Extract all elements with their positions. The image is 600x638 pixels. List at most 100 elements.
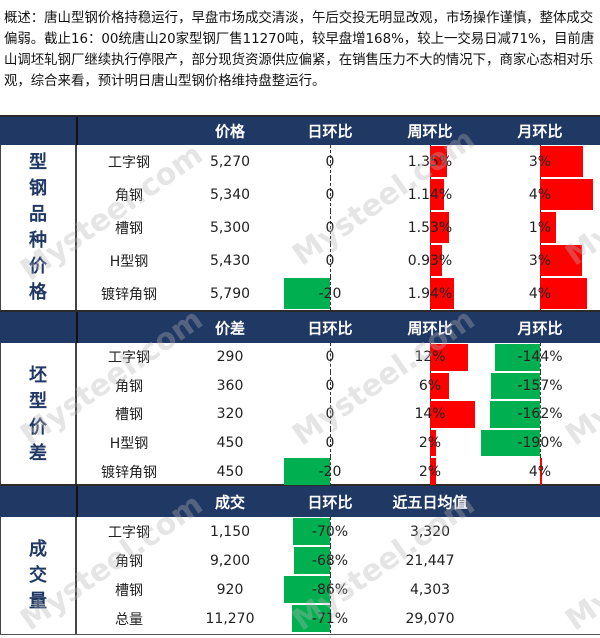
cell-name: H型钢 bbox=[109, 436, 149, 453]
table-row: 工字钢 1,150 -70% 3,320 bbox=[77, 517, 600, 546]
cell-m: 3% bbox=[528, 252, 552, 269]
section-header: 成交 日环比 近五日均值 bbox=[0, 484, 600, 517]
cell-m: -162% bbox=[517, 406, 563, 423]
weekly-change-bar bbox=[430, 146, 447, 177]
table-section: 坯型价差 工字钢 290 0 12% -144% 角钢 360 0 6% -157% 槽钢 320 0 14… bbox=[0, 343, 600, 488]
cell-value: 5,270 bbox=[209, 153, 251, 170]
monthly-change-bar bbox=[495, 344, 540, 371]
cell-m: 1% bbox=[528, 219, 552, 236]
monthly-change-bar bbox=[540, 146, 584, 177]
table-row: 工字钢 290 0 12% -144% bbox=[77, 343, 600, 372]
monthly-change-bar bbox=[540, 179, 593, 210]
cell-m: 4% bbox=[528, 186, 552, 203]
cell-d1: -68% bbox=[311, 552, 349, 569]
cell-w: 12% bbox=[414, 349, 446, 366]
table-section: 成交量 工字钢 1,150 -70% 3,320 角钢 9,200 -68% 21,447 槽钢 9… bbox=[0, 517, 600, 635]
cell-name: 工字钢 bbox=[108, 350, 150, 367]
cell-w: 1.14% bbox=[407, 186, 453, 203]
cell-d1: 0 bbox=[325, 186, 335, 203]
column-header: 价差 bbox=[214, 319, 246, 337]
weekly-change-bar bbox=[430, 212, 450, 243]
cell-value: 920 bbox=[216, 581, 244, 598]
daily-change-axis bbox=[330, 517, 331, 546]
table-row: 工字钢 5,270 0 1.35% 3% bbox=[77, 145, 600, 178]
daily-change-axis bbox=[330, 178, 331, 211]
weekly-change-bar bbox=[430, 401, 475, 428]
summary-text: 概述：唐山型钢价格持稳运行，早盘市场成交清淡，午后交投无明显改观，市场操作谨慎，… bbox=[4, 11, 595, 89]
cell-w: 1.94% bbox=[407, 285, 453, 302]
weekly-change-bar bbox=[430, 344, 469, 371]
cell-name: 总量 bbox=[115, 611, 143, 628]
cell-d1: -20 bbox=[318, 285, 342, 302]
monthly-change-axis bbox=[540, 371, 541, 401]
cell-w: 0.93% bbox=[407, 252, 453, 269]
section-header: 价格 日环比 周环比 月环比 bbox=[0, 115, 600, 145]
daily-change-bar bbox=[292, 518, 330, 545]
column-header: 成交 bbox=[214, 493, 246, 511]
cell-m: 4% bbox=[528, 285, 552, 302]
cell-m: 3% bbox=[528, 153, 552, 170]
cell-d1: 0 bbox=[325, 406, 335, 423]
cell-name: 槽钢 bbox=[115, 220, 143, 237]
monthly-change-bar bbox=[540, 458, 542, 485]
table-row: 槽钢 920 -86% 4,303 bbox=[77, 575, 600, 604]
cell-name: 镀锌角钢 bbox=[101, 286, 157, 303]
cell-d1: 0 bbox=[325, 252, 335, 269]
header-divider bbox=[76, 486, 78, 517]
cell-w: 6% bbox=[418, 377, 442, 394]
column-header: 价格 bbox=[214, 122, 246, 141]
section-side-label: 型钢品种价格 bbox=[0, 145, 77, 311]
weekly-change-bar bbox=[430, 179, 445, 210]
weekly-change-bar bbox=[430, 429, 437, 457]
cell-d1: 0 bbox=[325, 219, 335, 236]
section-side-label: 成交量 bbox=[0, 517, 77, 634]
table-row: 镀锌角钢 450 -20 2% 4% bbox=[77, 457, 600, 486]
cell-avg: 3,320 bbox=[409, 523, 451, 540]
cell-value: 5,340 bbox=[209, 186, 251, 203]
cell-d1: -71% bbox=[311, 610, 349, 627]
weekly-change-bar bbox=[430, 458, 437, 485]
table-row: 角钢 360 0 6% -157% bbox=[77, 371, 600, 401]
monthly-change-bar bbox=[481, 429, 540, 457]
cell-avg: 4,303 bbox=[409, 581, 451, 598]
cell-name: 角钢 bbox=[115, 378, 143, 395]
header-divider bbox=[76, 117, 78, 145]
daily-change-axis bbox=[330, 277, 331, 310]
cell-name: 角钢 bbox=[115, 187, 143, 204]
daily-change-bar bbox=[284, 576, 330, 603]
cell-name: 镀锌角钢 bbox=[101, 464, 157, 481]
cell-avg: 21,447 bbox=[405, 552, 455, 569]
section-side-label-text: 型钢品种价格 bbox=[29, 152, 47, 303]
cell-d1: 0 bbox=[325, 349, 335, 366]
cell-d1: -20 bbox=[318, 463, 342, 480]
cell-m: -157% bbox=[517, 377, 563, 394]
daily-change-axis bbox=[330, 145, 331, 178]
column-header: 周环比 bbox=[407, 122, 453, 141]
daily-change-axis bbox=[330, 400, 331, 429]
section-side-label-text: 成交量 bbox=[29, 538, 47, 612]
cell-value: 5,790 bbox=[209, 285, 251, 302]
column-header: 日环比 bbox=[307, 493, 353, 511]
monthly-change-bar bbox=[491, 372, 540, 400]
monthly-change-axis bbox=[540, 343, 541, 372]
monthly-change-bar bbox=[540, 245, 582, 276]
table-row: 角钢 5,340 0 1.14% 4% bbox=[77, 178, 600, 211]
section-side-label-text: 坯型价差 bbox=[29, 365, 47, 464]
weekly-change-bar bbox=[430, 278, 455, 309]
daily-change-axis bbox=[330, 604, 331, 633]
column-header: 月环比 bbox=[517, 319, 563, 337]
table-row: 槽钢 320 0 14% -162% bbox=[77, 400, 600, 429]
daily-change-axis bbox=[330, 428, 331, 458]
cell-d1: -86% bbox=[311, 581, 349, 598]
column-header: 近五日均值 bbox=[392, 493, 468, 511]
cell-m: -190% bbox=[517, 435, 563, 452]
cell-value: 320 bbox=[216, 406, 244, 423]
cell-name: 工字钢 bbox=[108, 524, 150, 541]
cell-value: 450 bbox=[216, 463, 244, 480]
table-section: 型钢品种价格 工字钢 5,270 0 1.35% 3% 角钢 5,340 0 1.14% 4% 槽钢 5… bbox=[0, 145, 600, 312]
cell-name: 槽钢 bbox=[115, 407, 143, 424]
table-row: 槽钢 5,300 0 1.53% 1% bbox=[77, 211, 600, 244]
column-header: 日环比 bbox=[307, 122, 353, 141]
cell-name: 角钢 bbox=[115, 553, 143, 570]
column-header: 月环比 bbox=[517, 122, 563, 141]
